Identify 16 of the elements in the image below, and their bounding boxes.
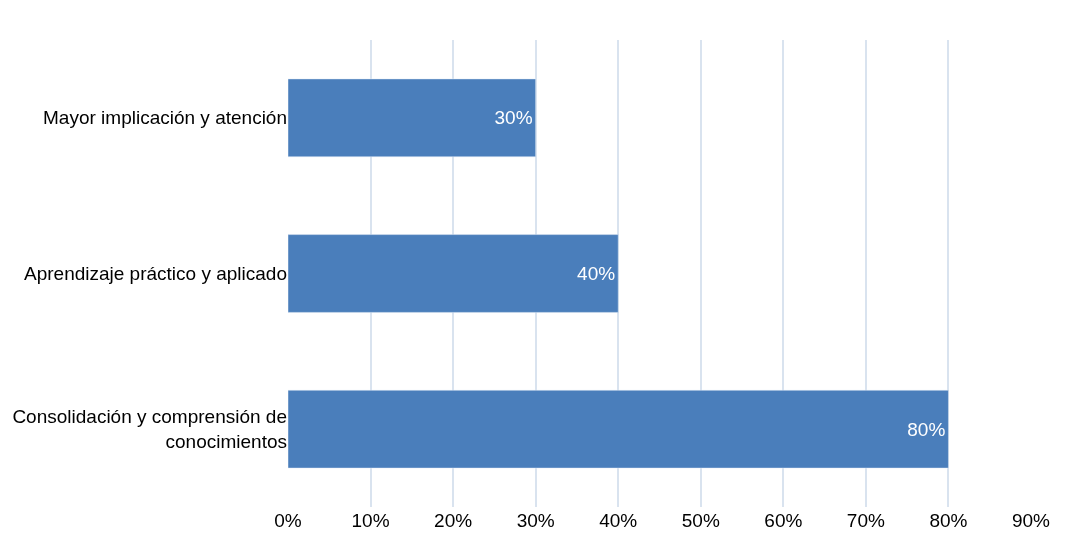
x-tick-label: 40% bbox=[599, 510, 638, 531]
x-tick-label: 50% bbox=[681, 510, 720, 531]
x-tick-label: 90% bbox=[1011, 510, 1051, 531]
data-label: 40% bbox=[577, 263, 616, 284]
x-tick-label: 70% bbox=[846, 510, 886, 531]
x-tick-label: 30% bbox=[516, 510, 555, 531]
x-tick-label: 60% bbox=[764, 510, 803, 531]
y-tick-label: Consolidación y comprensión de conocimientos bbox=[12, 406, 287, 453]
data-label: 80% bbox=[907, 418, 946, 440]
x-tick-label: 20% bbox=[434, 510, 473, 531]
y-tick-label: Mayor implicación y atención bbox=[43, 107, 287, 129]
x-tick-label: 10% bbox=[351, 510, 390, 531]
x-tick-label: 80% bbox=[929, 510, 968, 531]
data-label: 30% bbox=[494, 107, 533, 129]
x-tick-label: 0% bbox=[274, 510, 302, 531]
y-tick-label: Aprendizaje práctico y aplicado bbox=[24, 263, 287, 285]
